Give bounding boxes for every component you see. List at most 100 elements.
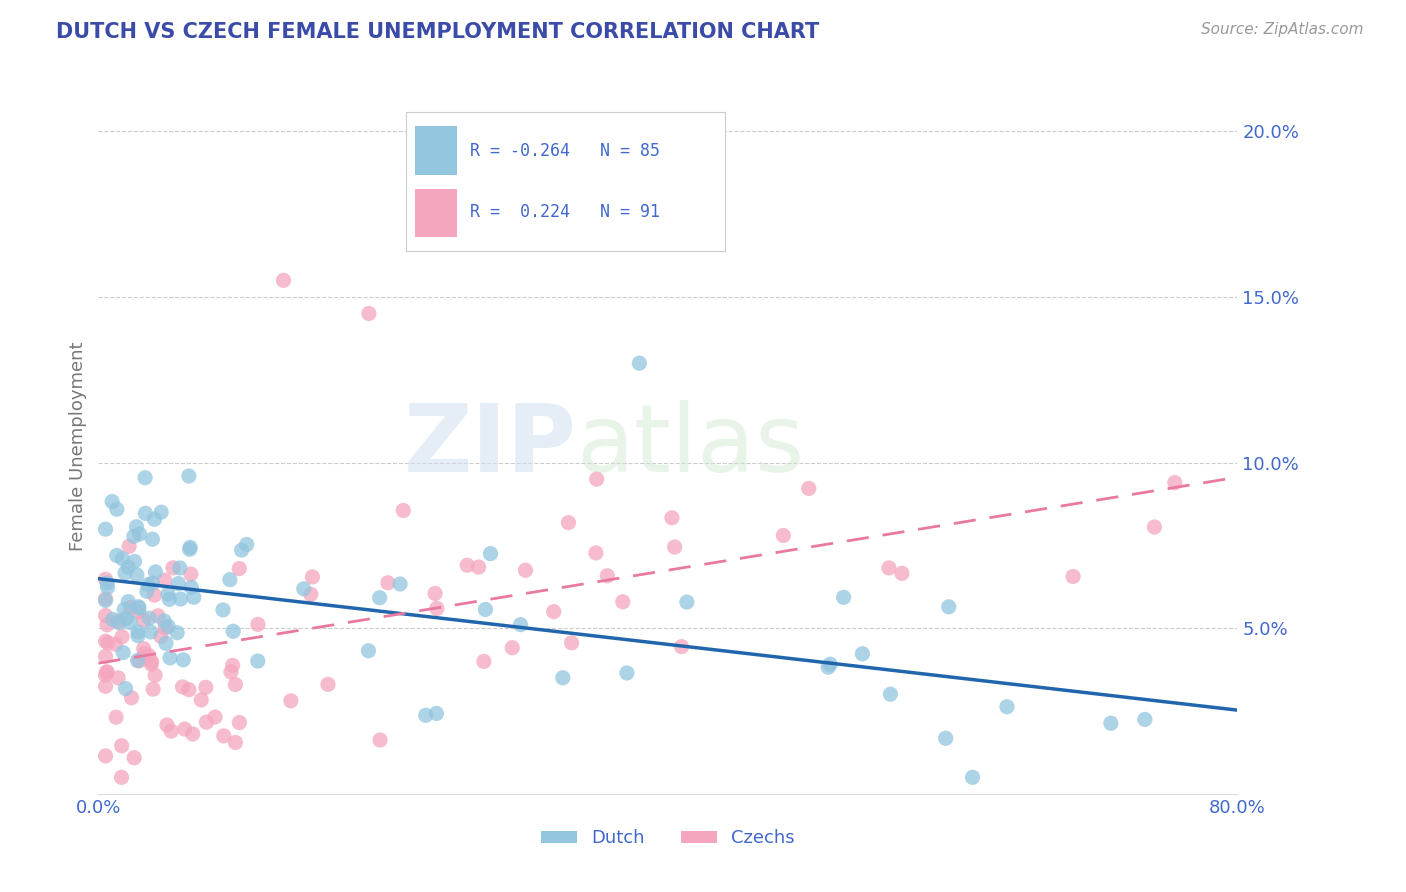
Point xyxy=(117,594,139,608)
Point xyxy=(155,636,177,650)
Point xyxy=(851,647,873,661)
Point xyxy=(117,560,139,574)
Point xyxy=(172,653,194,667)
Point xyxy=(153,573,176,587)
Point xyxy=(111,551,134,566)
Point xyxy=(120,615,142,630)
Point xyxy=(101,494,124,508)
Point xyxy=(585,472,607,486)
Point xyxy=(114,566,136,580)
Point xyxy=(110,770,132,784)
Point xyxy=(472,655,495,669)
Point xyxy=(183,591,205,605)
Point xyxy=(368,591,391,605)
Point xyxy=(122,529,145,543)
Point xyxy=(114,681,136,696)
Point xyxy=(125,519,148,533)
Point xyxy=(628,356,651,370)
Point xyxy=(231,543,253,558)
Point xyxy=(180,580,202,594)
Point xyxy=(153,614,176,628)
Point xyxy=(142,682,165,697)
Point xyxy=(1062,569,1084,583)
Point xyxy=(221,658,243,673)
Point xyxy=(157,592,180,607)
Point xyxy=(456,558,478,573)
Point xyxy=(425,706,447,721)
Point xyxy=(112,646,135,660)
Point xyxy=(141,655,163,669)
Point xyxy=(145,565,167,579)
Point xyxy=(877,561,900,575)
Point xyxy=(671,640,693,654)
Point xyxy=(94,608,117,623)
Point xyxy=(105,549,128,563)
Point xyxy=(159,651,181,665)
Point xyxy=(664,540,686,554)
Point xyxy=(212,603,235,617)
Point xyxy=(195,715,218,730)
Point xyxy=(616,665,638,680)
Point xyxy=(105,710,128,724)
Point xyxy=(96,665,118,679)
Y-axis label: Female Unemployment: Female Unemployment xyxy=(69,342,87,550)
Point xyxy=(299,587,322,601)
Point xyxy=(235,537,257,551)
Point xyxy=(228,715,250,730)
Point xyxy=(280,694,302,708)
Point xyxy=(246,654,269,668)
Point xyxy=(96,665,118,679)
Point xyxy=(219,573,242,587)
Point xyxy=(177,469,200,483)
Point xyxy=(612,595,634,609)
Point xyxy=(173,722,195,736)
Point xyxy=(817,660,839,674)
Point xyxy=(392,503,415,517)
Point xyxy=(127,629,149,643)
Point xyxy=(357,644,380,658)
Point xyxy=(180,567,202,582)
Point xyxy=(121,690,143,705)
Point xyxy=(832,591,855,605)
Point xyxy=(194,681,217,695)
Point xyxy=(128,527,150,541)
Point xyxy=(377,575,399,590)
Point xyxy=(94,591,117,606)
Point xyxy=(181,727,204,741)
Point xyxy=(155,621,177,635)
Point xyxy=(115,611,138,625)
Point xyxy=(105,502,128,516)
Point xyxy=(107,671,129,685)
Point xyxy=(127,625,149,640)
Point xyxy=(995,699,1018,714)
Point xyxy=(179,541,201,555)
Point xyxy=(138,648,160,663)
Point xyxy=(797,482,820,496)
Point xyxy=(128,601,150,615)
Point xyxy=(273,273,295,287)
Point xyxy=(111,630,134,644)
Point xyxy=(125,568,148,582)
Point xyxy=(246,617,269,632)
Point xyxy=(143,512,166,526)
Point xyxy=(156,718,179,732)
Point xyxy=(127,654,149,668)
Point xyxy=(467,560,489,574)
Point xyxy=(160,724,183,739)
Point xyxy=(134,647,156,661)
Point xyxy=(94,748,117,763)
Point xyxy=(515,563,537,577)
Point xyxy=(190,693,212,707)
Point xyxy=(94,572,117,586)
Point xyxy=(1143,520,1166,534)
Point xyxy=(551,671,574,685)
Point xyxy=(122,750,145,764)
Point xyxy=(557,516,579,530)
Point xyxy=(162,561,184,575)
Point xyxy=(179,542,201,557)
Point xyxy=(112,602,135,616)
Point xyxy=(97,581,120,595)
Point xyxy=(94,679,117,693)
Point xyxy=(141,576,163,591)
Point xyxy=(661,511,683,525)
